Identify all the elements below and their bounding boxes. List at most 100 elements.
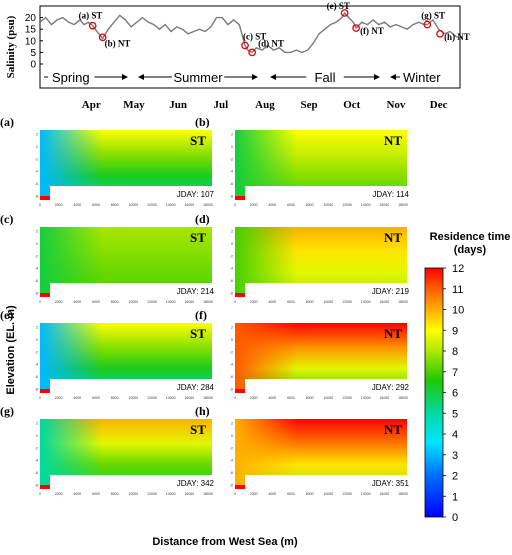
panel-id: (a) [0, 115, 14, 129]
jday-label: JDAY: 351 [372, 479, 410, 488]
heatmap-x-tick: 16000 [379, 300, 389, 304]
heatmap-x-tick: 16000 [184, 396, 194, 400]
heatmap-x-tick: 8000 [306, 396, 314, 400]
heatmap-x-tick: 16000 [379, 492, 389, 496]
heatmap-y-tick: -6 [35, 279, 38, 283]
event-marker-label: (a) ST [79, 11, 103, 21]
jday-label: JDAY: 114 [372, 190, 409, 199]
heatmap-y-tick: 0 [231, 145, 233, 149]
month-label: Oct [343, 99, 360, 111]
jday-label: JDAY: 292 [372, 383, 410, 392]
heatmap-y-tick: -2 [230, 446, 233, 450]
heatmap-x-tick: 10000 [128, 492, 138, 496]
bathymetry-mask [50, 186, 218, 200]
month-label: Sep [301, 99, 318, 111]
heatmap-x-tick: 6000 [287, 203, 295, 207]
bathymetry-mask [245, 379, 413, 393]
month-label: Dec [430, 99, 448, 111]
heatmap-x-tick: 18000 [203, 492, 213, 496]
heatmap-y-tick: -2 [35, 350, 38, 354]
salinity-plot-frame [39, 5, 461, 89]
heatmap-y-tick: 0 [231, 434, 233, 438]
month-label: Jul [213, 99, 228, 111]
heatmap-x-tick: 14000 [361, 300, 371, 304]
salinity-y-tick-label: 5 [30, 48, 36, 59]
season-arrowhead [270, 74, 276, 80]
colorbar-tick-label: 5 [452, 408, 458, 420]
colorbar-tick-label: 11 [452, 284, 463, 296]
heatmap-deep-channel [235, 485, 245, 489]
heatmap-x-tick: 18000 [398, 396, 408, 400]
bathymetry-mask [407, 130, 413, 186]
tide-label: ST [190, 326, 206, 341]
heatmap-x-tick: 18000 [398, 492, 408, 496]
heatmap-x-tick: 14000 [361, 396, 371, 400]
heatmap-x-tick: 18000 [203, 300, 213, 304]
colorbar-tick-label: 7 [452, 367, 458, 379]
season-label: Summer [173, 70, 223, 85]
event-marker-label: (f) NT [360, 26, 384, 36]
month-label: Jun [169, 99, 187, 111]
heatmap-y-tick: -2 [35, 446, 38, 450]
heatmap-x-tick: 6000 [287, 396, 295, 400]
season-label: Fall [315, 70, 336, 85]
jday-label: JDAY: 284 [177, 383, 215, 392]
heatmap-x-tick: 6000 [287, 300, 295, 304]
heatmap-deep-channel [40, 196, 50, 200]
month-label: Apr [82, 99, 101, 111]
heatmap-x-tick: 18000 [203, 203, 213, 207]
heatmap-y-tick: 2 [231, 326, 233, 330]
tide-label: ST [190, 133, 206, 148]
heatmap-x-tick: 16000 [184, 203, 194, 207]
season-label: Winter [403, 70, 441, 85]
heatmap-y-tick: -8 [230, 292, 233, 296]
season-arrowhead [252, 74, 258, 80]
heatmap-y-tick: -8 [230, 484, 233, 488]
salinity-y-tick-label: 0 [30, 60, 36, 71]
heatmap-panel: 0 2000 4000 6000 8000 10000 12000 14000 16000 180… [0, 115, 218, 207]
tide-label: ST [190, 230, 206, 245]
heatmap-y-tick: -2 [35, 157, 38, 161]
bathymetry-mask [245, 283, 413, 297]
event-marker-label: (e) ST [327, 1, 350, 11]
heatmap-x-tick: 8000 [306, 300, 314, 304]
heatmap-y-tick: -6 [230, 375, 233, 379]
panel-id: (e) [0, 308, 13, 322]
heatmap-x-tick: 14000 [361, 492, 371, 496]
colorbar-unit: (days) [454, 244, 487, 256]
heatmap-x-tick: 4000 [73, 300, 81, 304]
heatmap-y-tick: -8 [35, 195, 38, 199]
heatmap-y-tick: -8 [35, 484, 38, 488]
event-marker [436, 29, 444, 38]
heatmap-x-tick: 14000 [166, 492, 176, 496]
heatmap-panel: 0 2000 4000 6000 8000 10000 12000 14000 16000 180… [0, 308, 218, 400]
heatmap-y-tick: 2 [36, 133, 38, 137]
panel-id: (d) [195, 212, 210, 226]
heatmap-x-tick: 8000 [111, 203, 119, 207]
bathymetry-mask [407, 227, 413, 283]
heatmap-x-tick: 14000 [361, 203, 371, 207]
heatmap-x-tick: 12000 [147, 300, 157, 304]
heatmap-x-tick: 6000 [92, 396, 100, 400]
event-marker [241, 41, 249, 50]
heatmap-x-tick: 4000 [268, 492, 276, 496]
heatmap-y-tick: -4 [35, 363, 38, 367]
heatmap-x-tick: 8000 [306, 492, 314, 496]
heatmap-deep-channel [235, 389, 245, 393]
heatmap-x-tick: 4000 [268, 203, 276, 207]
heatmap-x-tick: 12000 [147, 203, 157, 207]
heatmap-x-tick: 0 [39, 492, 41, 496]
colorbar-gradient [424, 267, 444, 518]
bathymetry-mask [407, 323, 413, 379]
heatmap-y-tick: 0 [36, 434, 38, 438]
heatmap-y-tick: 0 [36, 338, 38, 342]
heatmap-x-tick: 0 [234, 300, 236, 304]
heatmap-panel: 0 2000 4000 6000 8000 10000 12000 14000 16000 180… [0, 212, 218, 304]
heatmap-x-tick: 18000 [203, 396, 213, 400]
salinity-line [40, 11, 460, 54]
season-arrowhead [122, 74, 128, 80]
jday-label: JDAY: 107 [177, 190, 215, 199]
